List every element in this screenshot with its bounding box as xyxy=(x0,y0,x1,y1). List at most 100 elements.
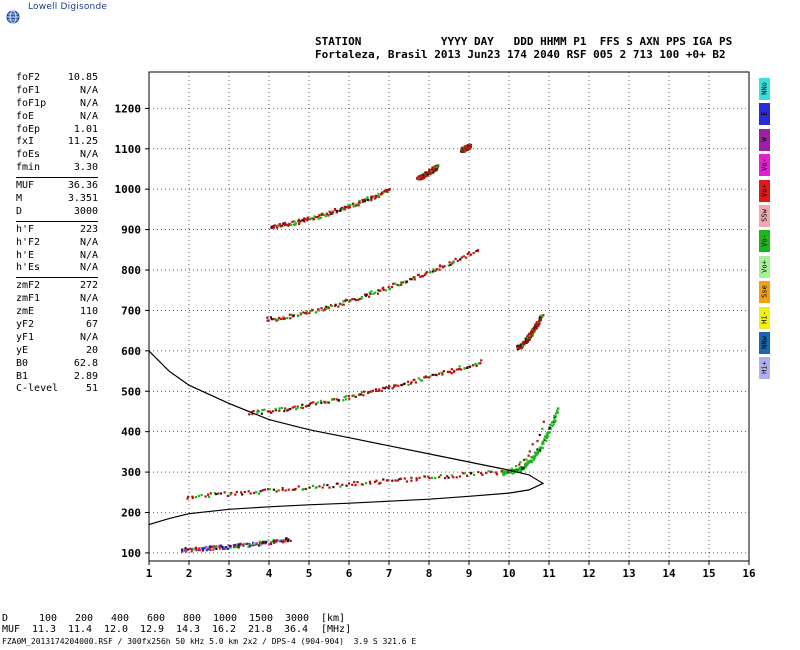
echo-point xyxy=(308,312,311,315)
echo-point xyxy=(469,365,472,368)
echo-point xyxy=(374,388,378,391)
echo-point xyxy=(387,479,390,482)
echo-point xyxy=(315,311,318,314)
echo-point xyxy=(520,344,523,347)
echo-point xyxy=(219,492,223,495)
echo-point xyxy=(532,332,535,336)
echo-point xyxy=(310,401,313,404)
echo-point xyxy=(315,486,318,489)
echo-point xyxy=(469,143,472,147)
echo-point xyxy=(307,217,310,221)
echo-point xyxy=(364,294,368,297)
echo-point xyxy=(394,479,397,482)
echo-point xyxy=(465,366,469,369)
echo-point xyxy=(377,192,380,196)
echo-point xyxy=(327,306,330,310)
echo-point xyxy=(272,488,275,491)
echo-point xyxy=(398,478,401,481)
echo-point xyxy=(259,541,263,545)
echo-point xyxy=(533,328,536,331)
echo-point xyxy=(536,450,539,454)
echo-point xyxy=(224,547,227,551)
param-row: foE N/A xyxy=(16,111,98,124)
echo-point xyxy=(277,224,280,227)
echo-point xyxy=(531,334,534,337)
echo-point xyxy=(281,486,284,490)
param-value: N/A xyxy=(79,236,98,248)
echo-point xyxy=(431,169,434,172)
echo-point xyxy=(327,214,330,217)
echo-point xyxy=(248,543,251,546)
echo-point xyxy=(405,480,408,483)
echo-point xyxy=(349,299,352,302)
echo-point xyxy=(304,312,307,315)
echo-point xyxy=(252,542,256,545)
echo-point xyxy=(341,483,344,486)
echo-point xyxy=(200,494,203,497)
echo-point xyxy=(261,489,264,492)
echo-point xyxy=(302,311,305,314)
echo-point xyxy=(342,300,345,303)
echo-point xyxy=(284,407,287,410)
echo-point xyxy=(396,283,399,286)
echo-point xyxy=(422,176,425,179)
echo-point xyxy=(501,471,504,474)
echo-point xyxy=(522,467,525,471)
echo-point xyxy=(526,338,529,342)
echo-point xyxy=(382,286,385,289)
echo-point xyxy=(368,291,371,294)
echo-point xyxy=(294,223,297,226)
legend-label: NNw xyxy=(760,336,769,349)
param-key: foF1 xyxy=(16,84,41,96)
echo-point xyxy=(314,216,318,219)
echo-point xyxy=(187,495,190,498)
echo-point xyxy=(311,309,314,312)
echo-point xyxy=(543,437,546,440)
echo-point xyxy=(542,442,545,445)
echo-point xyxy=(505,470,508,473)
echo-point xyxy=(202,547,205,550)
echo-point xyxy=(333,208,336,211)
legend-label: Vo- xyxy=(760,234,769,248)
param-value: 11.25 xyxy=(67,136,98,148)
echo-point xyxy=(194,496,197,499)
echo-point xyxy=(273,224,276,227)
echo-point xyxy=(541,427,544,430)
echo-point xyxy=(317,215,320,219)
x-tick-label: 15 xyxy=(702,567,715,580)
header-labels: STATION YYYY DAY DDD HHMM P1 FFS S AXN P… xyxy=(315,35,733,48)
echo-point xyxy=(247,490,250,493)
parameter-table: foF2 10.85 foF1 N/A foF1p N/A foE N/A foEp 1.01 fx… xyxy=(16,72,98,396)
distance-value: 800 xyxy=(183,613,202,624)
x-axis-ticks: 1 2 3 4 5 6 7 8 9 10 11 12 13 14 15 16 xyxy=(146,561,756,580)
echo-point xyxy=(443,265,446,268)
echo-point xyxy=(532,329,535,332)
x-tick-label: 2 xyxy=(186,567,193,580)
echo-point xyxy=(410,381,413,384)
param-row: MUF 36.36 xyxy=(16,180,98,193)
echo-point xyxy=(220,544,223,547)
echo-point xyxy=(309,217,312,220)
echo-point xyxy=(463,367,466,370)
echo-point xyxy=(212,548,215,551)
echo-point xyxy=(401,281,404,284)
echo-point xyxy=(456,368,459,371)
echo-point xyxy=(297,314,300,317)
echo-point xyxy=(280,540,283,543)
echo-point xyxy=(450,372,453,375)
echo-point xyxy=(400,283,403,286)
param-row: yE 20 xyxy=(16,345,98,358)
echo-point xyxy=(435,167,438,170)
echo-point xyxy=(448,261,451,264)
param-row: B1 2.89 xyxy=(16,371,98,384)
echo-point xyxy=(252,409,255,413)
echo-point xyxy=(435,268,438,271)
legend-label: NNo xyxy=(760,82,769,95)
echo-point xyxy=(348,205,351,208)
echo-point xyxy=(229,547,232,550)
param-value: 110 xyxy=(79,306,98,318)
echo-point xyxy=(186,497,189,500)
distance-unit: [km] xyxy=(321,613,346,624)
echo-point xyxy=(316,401,319,404)
echo-point xyxy=(538,323,541,326)
